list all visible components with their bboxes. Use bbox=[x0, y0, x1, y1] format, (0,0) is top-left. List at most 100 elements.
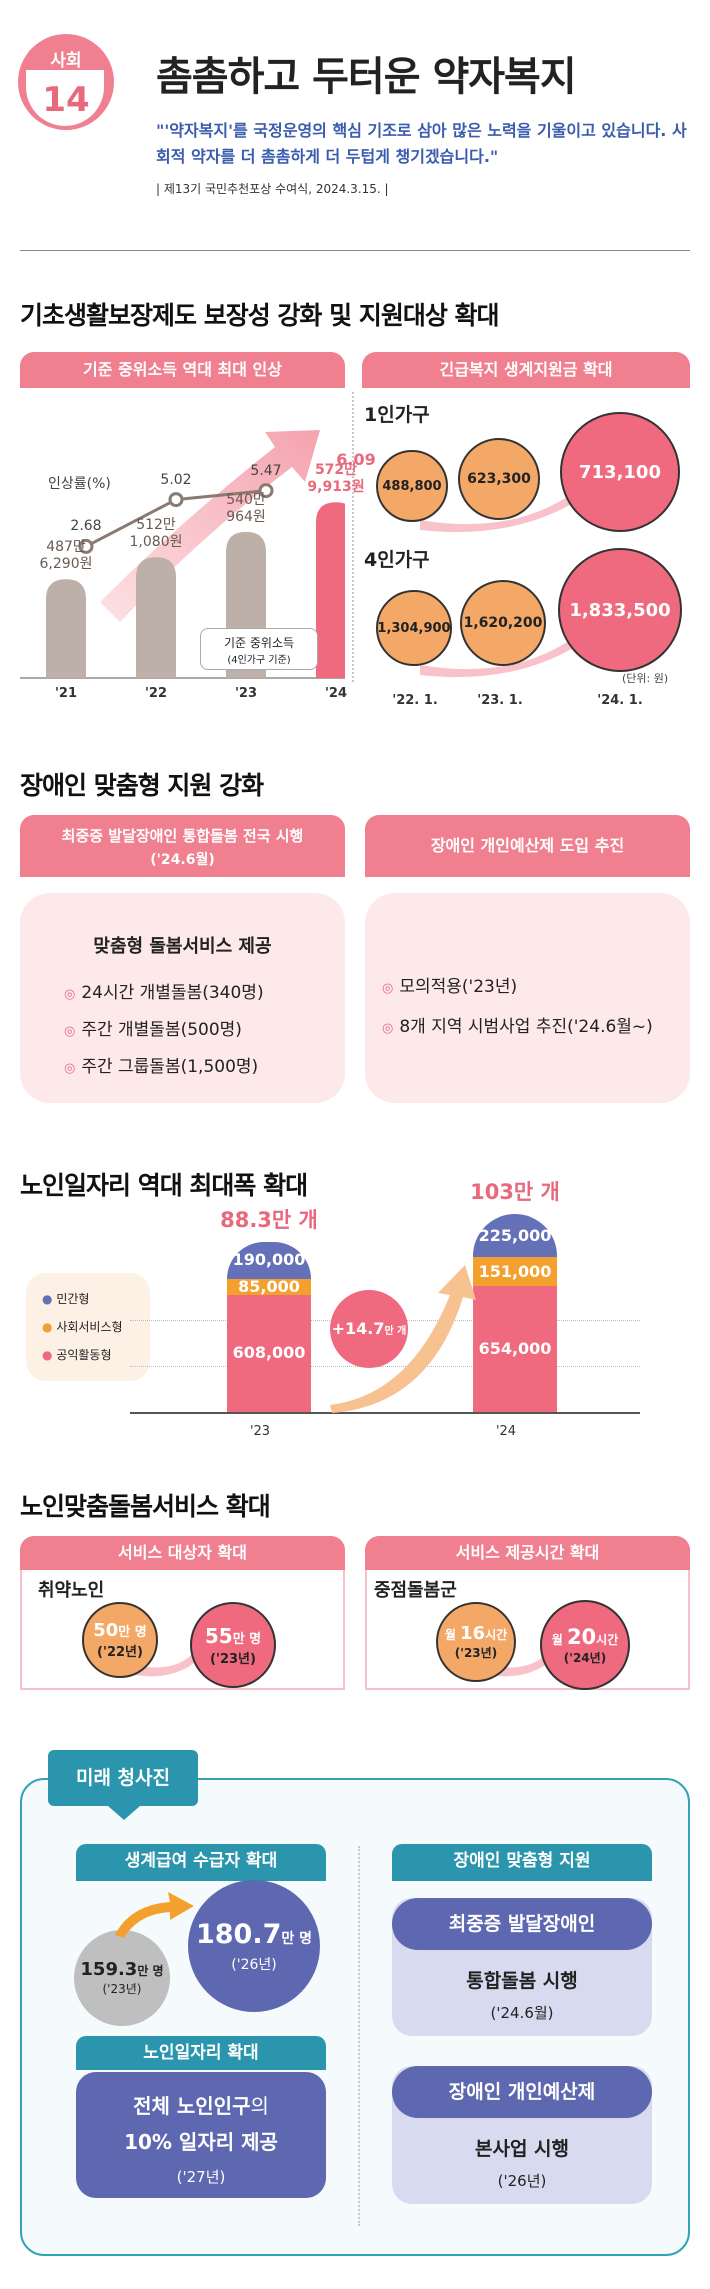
livelihood-2023-value: 159.3만 명 bbox=[80, 1959, 164, 1980]
rate-axis-label: 인상률(%) bbox=[48, 476, 111, 492]
care-targets-2023-year: ('23년) bbox=[210, 1651, 256, 1667]
senior-jobs-future-line1: 전체 노인인구의 bbox=[133, 2094, 269, 2118]
personal-budget-item: ◎ 모의적용('23년) bbox=[382, 977, 518, 997]
median-income-legend-box: 기준 중위소득 (4인가구 기준) bbox=[200, 628, 318, 670]
rate-point bbox=[78, 538, 94, 554]
panel-header-median-income: 기준 중위소득 역대 최대 인상 bbox=[20, 352, 345, 388]
future-blueprint-tag: 미래 청사진 bbox=[48, 1750, 198, 1806]
income-year-label: '23 bbox=[234, 686, 258, 701]
quote-source: | 제13기 국민추천포상 수여식, 2024.3.15. | bbox=[156, 182, 389, 196]
personal-budget-future-year: ('26년) bbox=[497, 2172, 547, 2190]
section-title-disabled-support: 장애인 맞춤형 지원 강화 bbox=[20, 771, 264, 800]
care-hours-panel bbox=[365, 1570, 690, 1690]
future-tag-pointer bbox=[108, 1806, 140, 1820]
period-label-2024: '24. 1. bbox=[597, 693, 643, 708]
senior-jobs-future-box bbox=[76, 2072, 326, 2198]
jobs-growth-arrow bbox=[330, 1265, 476, 1413]
income-bar bbox=[136, 557, 176, 678]
section-title-senior-jobs: 노인일자리 역대 최대폭 확대 bbox=[20, 1171, 308, 1200]
quote-text: "'약자복지'를 국정운영의 핵심 기조로 삼아 많은 노력을 기울이고 있습니… bbox=[156, 121, 687, 166]
livelihood-arrow bbox=[115, 1892, 194, 1938]
care-targets-2022-value: 50만 명 bbox=[93, 1620, 147, 1641]
senior-jobs-legend bbox=[26, 1273, 150, 1381]
section-title-basic-livelihood: 기초생활보장제도 보장성 강화 및 지원대상 확대 bbox=[20, 301, 500, 330]
care-hours-2023-circle: 월 16시간 ('23년) bbox=[436, 1602, 516, 1682]
integrated-care-item: ◎ 주간 그룹돌봄(1,500명) bbox=[64, 1057, 259, 1077]
vulnerable-seniors-label: 취약노인 bbox=[38, 1580, 105, 1601]
income-bar-label: 487만 6,290원 bbox=[39, 539, 93, 573]
panel-header-emergency-support: 긴급복지 생계지원금 확대 bbox=[362, 352, 690, 388]
integrated-care-box-title: 맞춤형 돌봄서비스 제공 bbox=[93, 936, 272, 957]
jobs-total-label: 88.3만 개 bbox=[220, 1208, 318, 1233]
panel-header-care-targets: 서비스 대상자 확대 bbox=[20, 1536, 345, 1570]
disabled-future-header: 장애인 맞춤형 지원 bbox=[392, 1844, 652, 1878]
income-year-label: '22 bbox=[144, 686, 168, 701]
header-divider bbox=[20, 250, 690, 251]
disabled-future-header-underline bbox=[392, 1878, 652, 1881]
panel-header-personal-budget: 장애인 개인예산제 도입 추진 bbox=[365, 815, 690, 877]
care-targets-2022-circle: 50만 명 ('22년) bbox=[82, 1602, 158, 1678]
income-year-label: '24 bbox=[324, 686, 348, 701]
jobs-chart-baseline bbox=[130, 1412, 640, 1414]
integrated-care-item: ◎ 주간 개별돌봄(500명) bbox=[64, 1020, 242, 1040]
one-person-2024-circle: 713,100 bbox=[560, 412, 680, 532]
jobs-stack-segment: 608,000 bbox=[227, 1295, 311, 1412]
one-person-2023-circle: 623,300 bbox=[458, 438, 540, 520]
one-person-2022-circle: 488,800 bbox=[376, 450, 448, 522]
category-number: 14 bbox=[42, 80, 90, 120]
integrated-care-header-line1: 최중증 발달장애인 통합돌봄 전국 시행 bbox=[61, 827, 304, 845]
personal-budget-item: ◎ 8개 지역 시범사업 추진('24.6월~) bbox=[382, 1017, 653, 1037]
page-title: 촘촘하고 두터운 약자복지 bbox=[156, 54, 577, 100]
integrated-care-future-year: ('24.6월) bbox=[490, 2004, 554, 2022]
livelihood-2023-circle: 159.3만 명 ('23년) bbox=[74, 1930, 170, 2026]
income-bar-label: 512만 1,080원 bbox=[129, 517, 183, 551]
legend-item-private: ● 민간형 bbox=[42, 1292, 90, 1306]
four-person-2024-circle: 1,833,500 bbox=[558, 548, 682, 672]
care-hours-2024-circle: 월 20시간 ('24년) bbox=[540, 1600, 630, 1690]
livelihood-2026-value: 180.7만 명 bbox=[195, 1918, 313, 1950]
income-year-label: '21 bbox=[54, 686, 78, 701]
category-label: 사회 bbox=[50, 51, 82, 71]
care-targets-2023-value: 55만 명 bbox=[204, 1623, 262, 1648]
intensive-care-group-label: 중점돌봄군 bbox=[374, 1580, 457, 1601]
senior-jobs-future-year: ('27년) bbox=[176, 2168, 226, 2186]
jobs-increase-circle: +14.7만 개 bbox=[330, 1290, 408, 1368]
grid-line bbox=[130, 1366, 640, 1367]
income-bar-label: 572만 9,913원 bbox=[307, 462, 365, 496]
integrated-care-box bbox=[20, 893, 345, 1103]
personal-budget-future-text: 본사업 시행 bbox=[474, 2138, 569, 2160]
livelihood-2026-year: ('26년) bbox=[231, 1956, 277, 1973]
legend-box-title: 기준 중위소득 bbox=[223, 636, 295, 650]
livelihood-2023-year: ('23년) bbox=[102, 1982, 142, 1996]
jobs-stack-segment: 654,000 bbox=[473, 1286, 557, 1412]
rate-point bbox=[258, 483, 274, 499]
legend-item-public-activity: ● 공익활동형 bbox=[42, 1348, 112, 1362]
income-bar bbox=[46, 579, 86, 678]
care-targets-2022-year: ('22년) bbox=[97, 1645, 143, 1660]
one-person-household-label: 1인가구 bbox=[364, 404, 430, 426]
livelihood-header-underline bbox=[76, 1878, 326, 1881]
jobs-stack-segment: 85,000 bbox=[227, 1278, 311, 1296]
jobs-stack-segment: 225,000 bbox=[473, 1213, 557, 1258]
legend-box-subtitle: (4인가구 기준) bbox=[227, 655, 291, 666]
senior-jobs-future-line2: 10% 일자리 제공 bbox=[124, 2130, 278, 2154]
income-bar bbox=[316, 502, 356, 678]
panel-header-integrated-care: 최중증 발달장애인 통합돌봄 전국 시행 ('24.6월) bbox=[20, 815, 345, 877]
legend-item-social-service: ● 사회서비스형 bbox=[42, 1320, 123, 1334]
income-bar-label: 540만 964원 bbox=[226, 491, 266, 525]
four-person-2022-circle: 1,304,900 bbox=[376, 590, 452, 666]
care-hours-2024-value: 월 20시간 bbox=[551, 1624, 619, 1649]
panel-divider bbox=[352, 392, 354, 682]
care-hours-2023-year: ('23년) bbox=[454, 1646, 498, 1660]
rate-label: 5.47 bbox=[250, 462, 282, 479]
future-divider bbox=[358, 1846, 360, 2226]
integrated-care-future-text: 통합돌봄 시행 bbox=[466, 1970, 578, 1992]
care-hours-2023-value: 월 16시간 bbox=[444, 1623, 508, 1644]
jobs-total-label: 103만 개 bbox=[470, 1179, 560, 1204]
jobs-stack-segment: 190,000 bbox=[227, 1242, 311, 1279]
rate-label: 6.09 bbox=[336, 450, 376, 470]
integrated-care-future-pill: 최중증 발달장애인 bbox=[392, 1898, 652, 1950]
livelihood-2026-circle: 180.7만 명 ('26년) bbox=[188, 1880, 320, 2012]
rate-label: 5.02 bbox=[160, 471, 192, 488]
panel-header-care-hours: 서비스 제공시간 확대 bbox=[365, 1536, 690, 1570]
